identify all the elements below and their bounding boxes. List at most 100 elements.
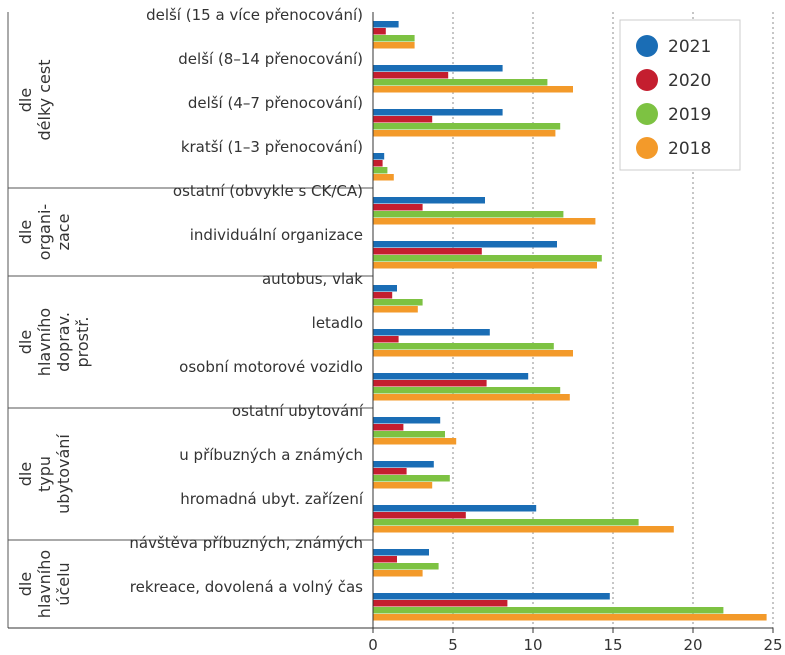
bar bbox=[373, 607, 724, 614]
bar bbox=[373, 570, 423, 577]
bar bbox=[373, 160, 383, 167]
bar bbox=[373, 167, 388, 174]
bar bbox=[373, 526, 674, 533]
bar bbox=[373, 614, 767, 621]
bar bbox=[373, 21, 399, 28]
bar bbox=[373, 86, 573, 93]
bar bbox=[373, 329, 490, 336]
group-label-line: ubytování bbox=[54, 434, 73, 514]
bar bbox=[373, 109, 503, 116]
bar bbox=[373, 285, 397, 292]
group-label: dledélky cest bbox=[16, 60, 54, 141]
category-labels: delší (15 a více přenocování) delší (8–14… bbox=[129, 6, 363, 596]
group-label-line: délky cest bbox=[35, 60, 54, 141]
x-tick-label: 5 bbox=[448, 636, 458, 654]
category-label: rekreace, dovolená a volný čas bbox=[130, 578, 363, 596]
group-label-line: prostř. bbox=[73, 317, 92, 368]
bar bbox=[373, 292, 393, 299]
bar bbox=[373, 79, 548, 86]
bar bbox=[373, 380, 487, 387]
bar bbox=[373, 204, 423, 211]
group-label-line: dle bbox=[16, 220, 35, 244]
group-label-line: hlavního bbox=[35, 550, 54, 618]
legend-label: 2019 bbox=[668, 105, 711, 125]
bar bbox=[373, 218, 596, 225]
legend-marker bbox=[636, 69, 658, 91]
group-label-line: organi- bbox=[35, 204, 54, 260]
axes: 0 5 10 15 20 25 bbox=[7, 12, 783, 654]
category-label: individuální organizace bbox=[190, 226, 363, 244]
bar bbox=[373, 373, 529, 380]
bar bbox=[373, 123, 561, 130]
bar bbox=[373, 556, 397, 563]
legend-marker bbox=[636, 103, 658, 125]
bar bbox=[373, 262, 597, 269]
group-label-line: typu bbox=[35, 456, 54, 492]
legend-marker bbox=[636, 137, 658, 159]
bar bbox=[373, 42, 415, 49]
group-label: dlehlavníhoúčelu bbox=[16, 550, 73, 618]
legend-label: 2021 bbox=[668, 37, 711, 57]
bar bbox=[373, 72, 449, 79]
bar bbox=[373, 116, 433, 123]
x-tick-label: 20 bbox=[683, 636, 702, 654]
legend-marker bbox=[636, 35, 658, 57]
bar bbox=[373, 241, 557, 248]
category-label: osobní motorové vozidlo bbox=[179, 358, 363, 376]
bar bbox=[373, 468, 407, 475]
bar bbox=[373, 394, 570, 401]
bar bbox=[373, 424, 404, 431]
bar bbox=[373, 336, 399, 343]
x-tick-label: 15 bbox=[603, 636, 622, 654]
category-label: letadlo bbox=[312, 314, 363, 332]
bar bbox=[373, 248, 482, 255]
category-label: kratší (1–3 přenocování) bbox=[181, 138, 363, 156]
bar bbox=[373, 130, 556, 137]
bar bbox=[373, 65, 503, 72]
bar bbox=[373, 197, 485, 204]
category-label: návštěva příbuzných, známých bbox=[129, 534, 363, 552]
bar bbox=[373, 505, 537, 512]
group-label-line: účelu bbox=[54, 562, 73, 605]
group-label-line: dle bbox=[16, 330, 35, 354]
group-label: dletypuubytování bbox=[16, 434, 73, 514]
bar bbox=[373, 461, 434, 468]
bar bbox=[373, 438, 457, 445]
category-label: u příbuzných a známých bbox=[179, 446, 363, 464]
bar bbox=[373, 28, 386, 35]
legend-label: 2018 bbox=[668, 139, 711, 159]
group-label-line: hlavního bbox=[35, 308, 54, 376]
x-tick-label: 0 bbox=[368, 636, 378, 654]
bar bbox=[373, 211, 564, 218]
bar bbox=[373, 306, 418, 313]
legend: 2021 2020 2019 2018 bbox=[619, 19, 741, 171]
bar bbox=[373, 431, 445, 438]
bar bbox=[373, 593, 610, 600]
bar bbox=[373, 475, 450, 482]
bar bbox=[373, 174, 394, 181]
group-label: dlehlavníhodoprav.prostř. bbox=[16, 308, 92, 376]
category-label: ostatní (obvykle s CK/CA) bbox=[173, 182, 363, 200]
bar bbox=[373, 35, 415, 42]
group-label-line: dle bbox=[16, 88, 35, 112]
x-tick-label: 10 bbox=[523, 636, 542, 654]
category-label: hromadná ubyt. zařízení bbox=[180, 490, 364, 508]
bar bbox=[373, 350, 573, 357]
x-tick-label: 25 bbox=[763, 636, 782, 654]
group-label-line: zace bbox=[54, 214, 73, 251]
category-label: autobus, vlak bbox=[262, 270, 363, 288]
bar bbox=[373, 563, 439, 570]
category-label: ostatní ubytování bbox=[232, 402, 364, 420]
group-label-line: dle bbox=[16, 462, 35, 486]
bar bbox=[373, 600, 508, 607]
bar bbox=[373, 343, 554, 350]
bar bbox=[373, 417, 441, 424]
legend-label: 2020 bbox=[668, 71, 711, 91]
bar bbox=[373, 299, 423, 306]
bar bbox=[373, 255, 602, 262]
category-label: delší (15 a více přenocování) bbox=[146, 6, 363, 24]
bar bbox=[373, 512, 466, 519]
bar bbox=[373, 153, 385, 160]
bar bbox=[373, 482, 433, 489]
